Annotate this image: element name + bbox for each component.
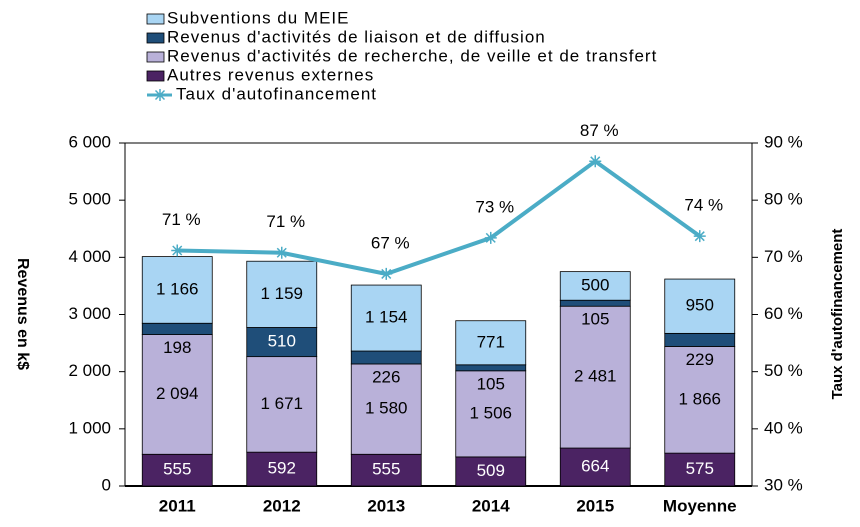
bar-segment <box>350 363 422 455</box>
data-label: 1 580 <box>365 399 408 418</box>
line-label: 71 % <box>266 212 305 231</box>
data-label: 555 <box>163 460 191 479</box>
legend-marker <box>154 89 166 101</box>
line-marker <box>171 244 184 257</box>
bar-segment <box>455 364 527 372</box>
y-tick-label: 1 000 <box>68 418 111 437</box>
data-label: 555 <box>372 460 400 479</box>
data-label: 2 481 <box>574 367 617 386</box>
bar-segment <box>246 260 318 328</box>
legend-label: Subventions du MEIE <box>167 8 349 27</box>
bar-segment <box>350 453 422 487</box>
bar-segment <box>664 452 736 487</box>
x-tick-label: 2013 <box>367 496 405 515</box>
data-label: 1 154 <box>365 308 408 327</box>
y2-tick-label: 80 % <box>764 190 803 209</box>
bar-segment <box>455 370 527 458</box>
line-label: 73 % <box>475 197 514 216</box>
y2-axis-title: Taux d'autofinancement <box>829 229 846 400</box>
legend-swatch <box>146 32 165 44</box>
data-label: 1 506 <box>469 403 512 422</box>
legend-swatch <box>146 51 165 63</box>
data-label: 575 <box>686 459 714 478</box>
x-tick-label: Moyenne <box>663 496 737 515</box>
y-tick-label: 4 000 <box>68 247 111 266</box>
data-label: 2 094 <box>156 384 199 403</box>
bar-segment <box>141 256 213 324</box>
line-marker <box>589 155 602 168</box>
bar-segment <box>455 456 527 487</box>
y-tick-label: 6 000 <box>68 132 111 151</box>
data-label: 229 <box>686 350 714 369</box>
bar-segment <box>141 453 213 487</box>
y-axis-title: Revenus en k$ <box>14 258 31 370</box>
y-tick-label: 0 <box>102 475 111 494</box>
y-tick-label: 2 000 <box>68 361 111 380</box>
bar-segment <box>559 447 631 487</box>
y-tick-label: 3 000 <box>68 304 111 323</box>
bar-segment <box>350 350 422 365</box>
legend-label: Autres revenus externes <box>167 65 374 84</box>
line-marker <box>693 230 706 243</box>
data-label: 950 <box>686 296 714 315</box>
line-marker <box>275 246 288 259</box>
line-label: 71 % <box>162 210 201 229</box>
data-label: 1 866 <box>678 389 721 408</box>
bar-segment <box>664 346 736 454</box>
x-tick-label: 2011 <box>159 496 196 515</box>
bar-segment <box>664 332 736 347</box>
bar-segment <box>559 299 631 307</box>
bar-segment <box>664 278 736 334</box>
x-tick-label: 2014 <box>472 496 510 515</box>
bar-segment <box>246 451 318 487</box>
data-label: 664 <box>581 457 609 476</box>
x-tick-label: 2012 <box>263 496 301 515</box>
plot-frame <box>124 142 753 487</box>
y2-tick-label: 30 % <box>764 475 803 494</box>
bar-segment <box>559 271 631 301</box>
y2-tick-label: 40 % <box>764 418 803 437</box>
legend-label: Taux d'autofinancement <box>176 84 377 103</box>
data-label: 105 <box>477 374 505 393</box>
data-label: 105 <box>581 310 609 329</box>
line-label: 67 % <box>371 233 410 252</box>
bar-segment <box>455 320 527 366</box>
data-label: 509 <box>477 461 505 480</box>
data-label: 1 166 <box>156 279 199 298</box>
bar-segment <box>141 322 213 335</box>
x-tick-label: 2015 <box>576 496 614 515</box>
data-label: 226 <box>372 367 400 386</box>
line <box>177 158 701 276</box>
legend-swatch <box>146 13 165 25</box>
y2-tick-label: 70 % <box>764 247 803 266</box>
data-label: 510 <box>268 332 296 351</box>
data-label: 1 159 <box>260 284 303 303</box>
y2-tick-label: 50 % <box>764 361 803 380</box>
data-label: 500 <box>581 275 609 294</box>
line-label: 87 % <box>580 121 619 140</box>
y2-tick-label: 90 % <box>764 132 803 151</box>
line-marker <box>484 231 497 244</box>
legend-label: Revenus d'activités de liaison et de dif… <box>167 27 546 46</box>
data-label: 771 <box>477 332 505 351</box>
data-label: 198 <box>163 338 191 357</box>
bar-segment <box>350 284 422 352</box>
legend-label: Revenus d'activités de recherche, de vei… <box>167 46 657 65</box>
bar-segment <box>559 305 631 449</box>
y2-tick-label: 60 % <box>764 304 803 323</box>
data-label: 592 <box>268 459 296 478</box>
line-marker <box>380 267 393 280</box>
legend-swatch <box>146 70 165 82</box>
data-label: 1 671 <box>260 394 303 413</box>
bar-segment <box>246 356 318 453</box>
line-label: 74 % <box>684 196 723 215</box>
y-tick-label: 5 000 <box>68 190 111 209</box>
bar-segment <box>246 327 318 358</box>
